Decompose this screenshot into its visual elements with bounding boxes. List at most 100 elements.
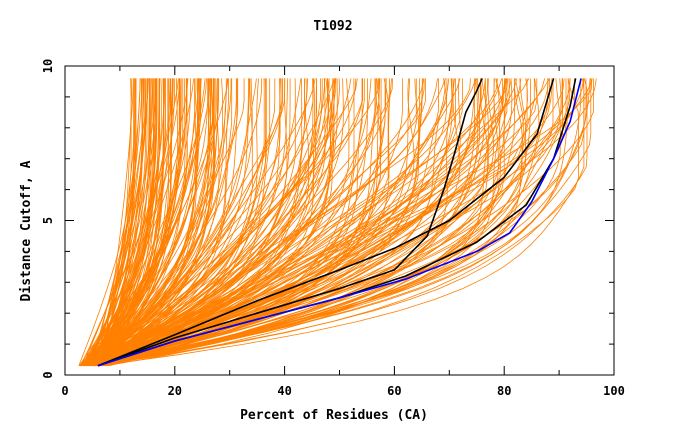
model-curve bbox=[84, 78, 364, 367]
model-curve bbox=[101, 78, 170, 366]
highlight-series bbox=[97, 78, 582, 367]
model-curve bbox=[90, 78, 355, 367]
model-curve bbox=[98, 78, 220, 367]
model-curve bbox=[90, 78, 498, 367]
model-curve bbox=[95, 78, 316, 366]
model-curve bbox=[96, 78, 382, 367]
model-curve bbox=[97, 78, 554, 367]
model-curve bbox=[96, 78, 477, 367]
highlight-curve-2 bbox=[97, 78, 555, 367]
model-curve bbox=[99, 78, 495, 367]
model-curve bbox=[80, 78, 160, 366]
model-curve bbox=[78, 78, 184, 366]
model-curve bbox=[93, 78, 579, 367]
model-curve bbox=[95, 78, 488, 367]
model-curve bbox=[89, 78, 368, 367]
model-curve bbox=[88, 78, 308, 367]
model-curve bbox=[84, 78, 337, 367]
model-curve bbox=[92, 78, 381, 367]
x-tick-label: 60 bbox=[387, 384, 401, 398]
model-curve bbox=[95, 78, 592, 367]
chart-title: T1092 bbox=[313, 19, 352, 34]
model-curve bbox=[98, 78, 137, 366]
model-curve bbox=[79, 78, 594, 367]
model-curve bbox=[105, 78, 323, 367]
model-curve bbox=[78, 78, 156, 366]
model-curve bbox=[88, 78, 500, 367]
model-curve bbox=[89, 78, 425, 367]
model-curve bbox=[91, 78, 450, 367]
model-curve bbox=[96, 78, 549, 367]
x-axis-label: Percent of Residues (CA) bbox=[240, 408, 428, 423]
model-curve bbox=[94, 78, 309, 367]
y-axis-label: Distance Cutoff, A bbox=[19, 160, 34, 301]
model-curve bbox=[94, 78, 530, 367]
model-curve bbox=[94, 78, 284, 366]
model-curve bbox=[85, 78, 420, 367]
x-tick-label: 20 bbox=[168, 384, 182, 398]
model-curve bbox=[98, 78, 288, 367]
x-tick-label: 100 bbox=[603, 384, 625, 398]
model-curve bbox=[101, 78, 143, 366]
model-curve bbox=[86, 78, 336, 367]
model-curve bbox=[87, 78, 506, 367]
model-curve bbox=[84, 78, 161, 366]
model-curve bbox=[85, 78, 291, 367]
x-tick-label: 40 bbox=[277, 384, 291, 398]
model-curve bbox=[93, 78, 253, 367]
model-curve bbox=[89, 78, 286, 366]
model-curve bbox=[89, 78, 166, 366]
model-curve bbox=[102, 78, 265, 367]
model-curve bbox=[78, 78, 141, 366]
model-curve bbox=[86, 78, 316, 367]
model-curve bbox=[83, 78, 569, 367]
background-models bbox=[78, 78, 597, 367]
model-curve bbox=[102, 78, 187, 366]
model-curve bbox=[99, 78, 506, 367]
model-curve bbox=[96, 78, 200, 366]
model-curve bbox=[94, 78, 217, 366]
x-tick-label: 80 bbox=[497, 384, 511, 398]
model-curve bbox=[101, 78, 181, 366]
model-curve bbox=[94, 78, 503, 367]
model-curve bbox=[91, 78, 149, 366]
axis-ticks bbox=[64, 65, 615, 376]
model-curve bbox=[99, 78, 582, 367]
model-curve bbox=[83, 78, 318, 367]
model-curve bbox=[99, 78, 245, 366]
model-curve bbox=[83, 78, 202, 366]
model-curve bbox=[85, 78, 228, 366]
x-tick-label: 0 bbox=[61, 384, 68, 398]
model-curve bbox=[85, 78, 391, 367]
model-curve bbox=[89, 78, 199, 367]
model-curve bbox=[103, 78, 281, 367]
model-curve bbox=[95, 78, 593, 367]
x-tick-labels: 0 20 40 60 80 100 bbox=[61, 384, 624, 398]
y-tick-label: 0 bbox=[41, 371, 55, 378]
model-curve bbox=[104, 78, 446, 367]
model-curve bbox=[100, 78, 162, 366]
y-tick-label: 10 bbox=[41, 59, 55, 73]
model-curve bbox=[101, 78, 535, 367]
model-curve bbox=[87, 78, 229, 366]
model-curve bbox=[91, 78, 446, 367]
model-curve bbox=[88, 78, 504, 367]
y-tick-label: 5 bbox=[41, 217, 55, 224]
model-curve bbox=[82, 78, 528, 367]
model-curve bbox=[80, 78, 477, 367]
highlight-curve-4 bbox=[97, 78, 582, 367]
model-curve bbox=[104, 78, 387, 367]
model-curve bbox=[88, 78, 448, 367]
model-curve bbox=[85, 78, 326, 367]
model-curve bbox=[101, 78, 218, 367]
model-curve bbox=[91, 78, 267, 367]
model-curve bbox=[81, 78, 151, 366]
model-curve bbox=[97, 78, 357, 367]
model-curve bbox=[83, 78, 212, 367]
model-curve bbox=[92, 78, 249, 367]
model-curve bbox=[89, 78, 224, 367]
model-curve bbox=[100, 78, 567, 367]
y-tick-labels: 0 5 10 bbox=[41, 59, 55, 379]
highlight-curve-1 bbox=[97, 78, 483, 367]
